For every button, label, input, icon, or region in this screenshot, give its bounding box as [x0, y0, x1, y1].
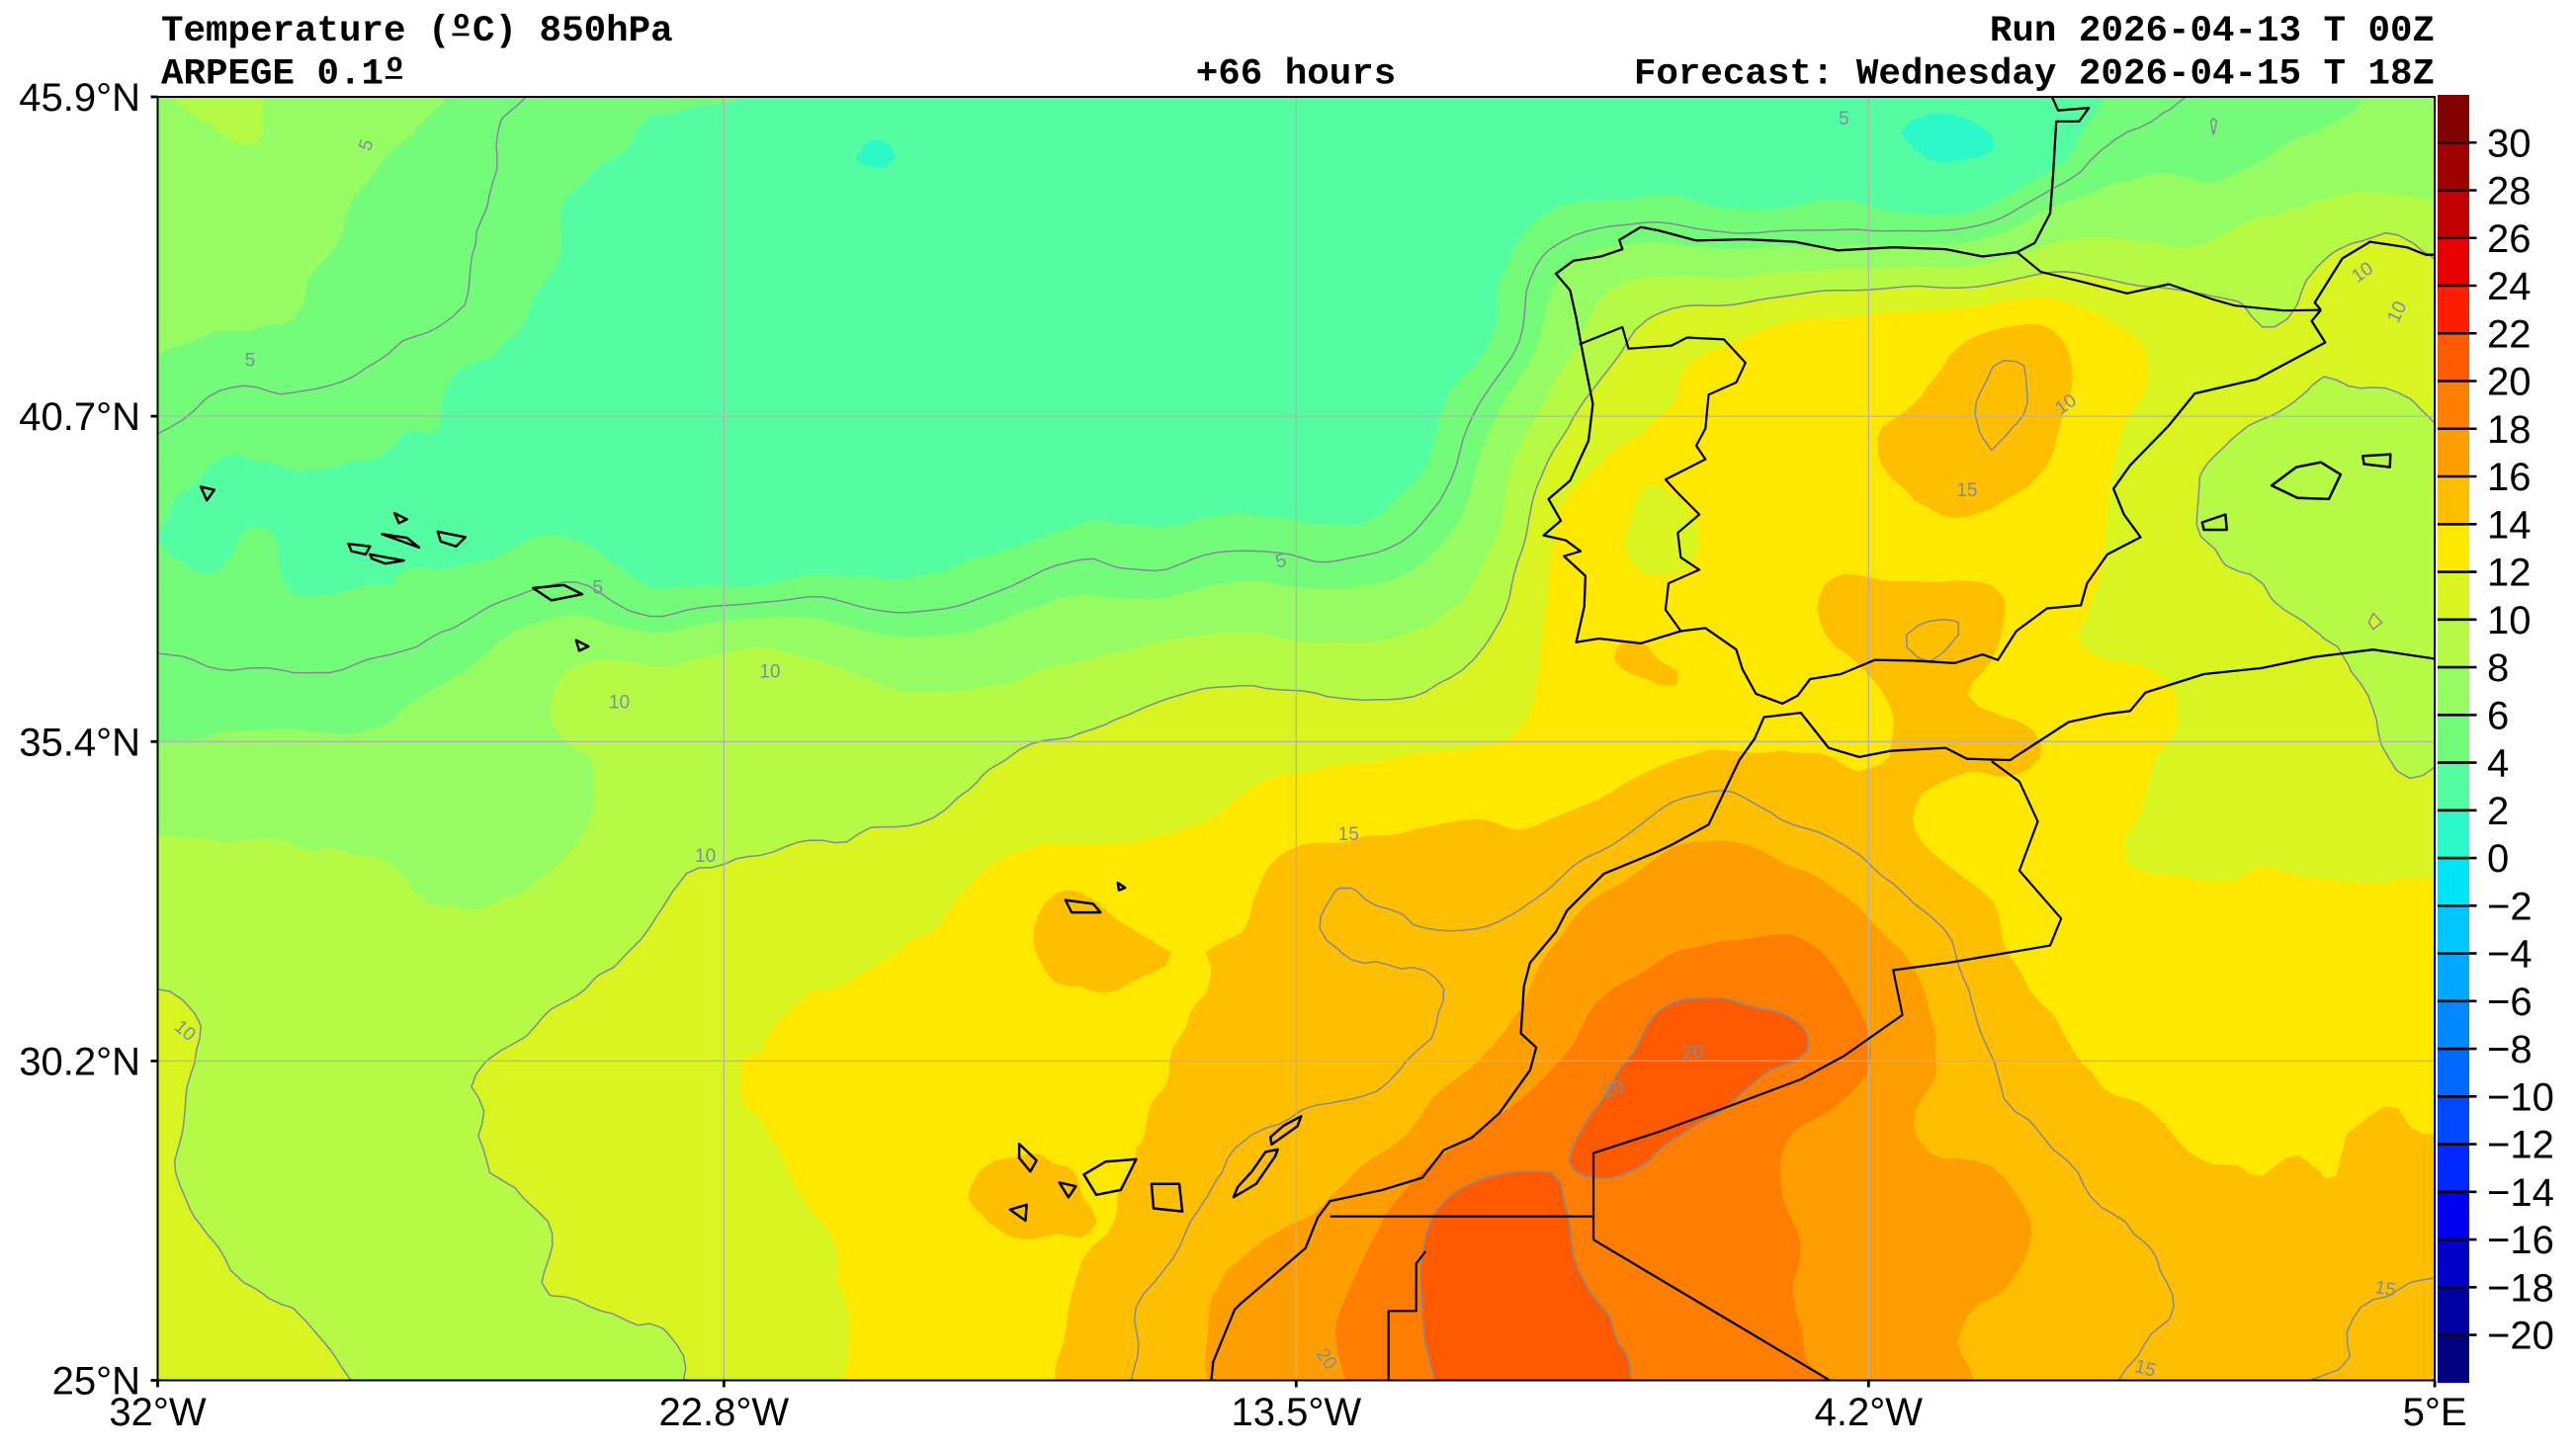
svg-text:5: 5 [592, 577, 603, 598]
svg-text:−18: −18 [2487, 1266, 2554, 1310]
svg-text:+66 hours: +66 hours [1196, 54, 1397, 96]
svg-text:Forecast: Wednesday 2026-04-15: Forecast: Wednesday 2026-04-15 T 18Z [1634, 54, 2435, 96]
svg-text:12: 12 [2487, 552, 2532, 595]
svg-text:26: 26 [2487, 217, 2532, 261]
svg-text:14: 14 [2487, 503, 2532, 547]
svg-text:Temperature (ºC) 850hPa: Temperature (ºC) 850hPa [161, 11, 673, 52]
svg-text:10: 10 [2487, 599, 2532, 642]
svg-text:6: 6 [2487, 694, 2509, 737]
svg-text:2: 2 [2487, 790, 2509, 833]
svg-text:15: 15 [2132, 1356, 2158, 1382]
svg-text:8: 8 [2487, 646, 2509, 690]
svg-text:10: 10 [609, 693, 630, 714]
svg-text:−12: −12 [2487, 1124, 2554, 1167]
svg-text:ARPEGE 0.1º: ARPEGE 0.1º [161, 54, 406, 96]
svg-text:25°N: 25°N [52, 1360, 140, 1404]
svg-text:16: 16 [2487, 456, 2532, 499]
svg-text:28: 28 [2487, 170, 2532, 213]
svg-text:35.4°N: 35.4°N [19, 721, 140, 764]
svg-text:15: 15 [1338, 824, 1359, 845]
svg-text:−16: −16 [2487, 1219, 2554, 1262]
svg-text:15: 15 [1956, 480, 1977, 501]
svg-text:40.7°N: 40.7°N [19, 395, 140, 439]
svg-text:−14: −14 [2487, 1171, 2554, 1215]
svg-text:Run 2026-04-13 T 00Z: Run 2026-04-13 T 00Z [1990, 11, 2435, 52]
svg-text:13.5°W: 13.5°W [1231, 1391, 1361, 1434]
svg-text:−6: −6 [2487, 981, 2533, 1024]
svg-text:−4: −4 [2487, 933, 2533, 977]
svg-text:24: 24 [2487, 265, 2532, 308]
svg-text:18: 18 [2487, 408, 2532, 452]
svg-text:20: 20 [2487, 361, 2532, 404]
svg-text:5: 5 [1839, 109, 1849, 129]
svg-text:45.9°N: 45.9°N [19, 76, 140, 120]
svg-text:10: 10 [759, 661, 780, 682]
svg-text:−2: −2 [2487, 885, 2533, 928]
svg-text:22: 22 [2487, 312, 2532, 356]
svg-text:−8: −8 [2487, 1028, 2533, 1071]
svg-text:30.2°N: 30.2°N [19, 1040, 140, 1083]
svg-text:4.2°W: 4.2°W [1815, 1391, 1924, 1434]
svg-text:10: 10 [695, 846, 716, 867]
svg-text:5: 5 [1273, 551, 1289, 573]
svg-text:22.8°W: 22.8°W [658, 1391, 789, 1434]
svg-text:32°W: 32°W [109, 1391, 206, 1434]
svg-text:15: 15 [2373, 1277, 2397, 1301]
svg-text:4: 4 [2487, 742, 2509, 786]
svg-text:30: 30 [2487, 122, 2532, 165]
svg-text:5: 5 [245, 350, 256, 371]
svg-text:20: 20 [1682, 1043, 1703, 1064]
svg-text:−10: −10 [2487, 1075, 2554, 1119]
svg-text:5°E: 5°E [2403, 1391, 2467, 1434]
svg-text:0: 0 [2487, 837, 2509, 881]
svg-text:−20: −20 [2487, 1315, 2554, 1358]
